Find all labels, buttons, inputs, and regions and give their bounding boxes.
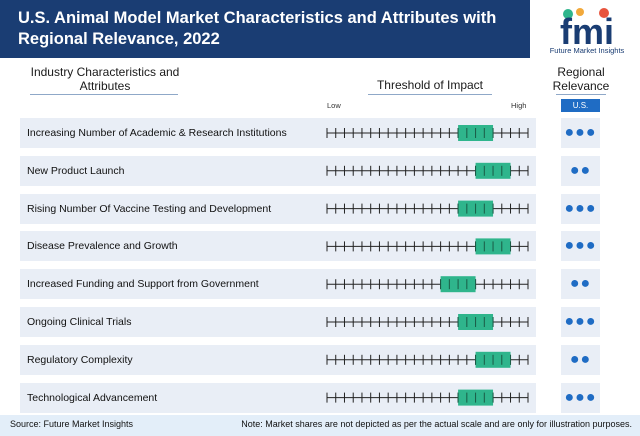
- row-label: Regulatory Complexity: [27, 353, 133, 366]
- chart-title: U.S. Animal Model Market Characteristics…: [18, 9, 497, 48]
- fmi-logo: fmi Future Market Insights: [538, 4, 636, 58]
- threshold-header-underline: [368, 94, 492, 95]
- relevance-cell: [561, 231, 600, 262]
- low-label: Low: [327, 101, 341, 110]
- relevance-cell: [561, 344, 600, 375]
- svg-text:fmi: fmi: [560, 11, 614, 48]
- row-label: Ongoing Clinical Trials: [27, 316, 132, 328]
- relevance-cell: [561, 155, 600, 186]
- row-label: Technological Advancement: [27, 391, 158, 404]
- high-label: High: [511, 101, 527, 110]
- relevance-dots: ●●: [569, 350, 592, 368]
- relevance-dots: ●●●: [564, 388, 597, 406]
- characteristics-header: Industry Characteristics and Attributes: [30, 65, 180, 93]
- header: U.S. Animal Model Market Characteristics…: [0, 0, 640, 60]
- region-badge: U.S.: [561, 99, 600, 112]
- relevance-dots: ●●: [569, 161, 592, 179]
- footer-note: Note: Market shares are not depicted as …: [241, 419, 632, 429]
- footer-source: Source: Future Market Insights: [10, 419, 134, 429]
- title-band: U.S. Animal Model Market Characteristics…: [0, 0, 530, 58]
- relevance-dots: ●●: [569, 275, 592, 293]
- row-label: Rising Number Of Vaccine Testing and Dev…: [27, 202, 272, 215]
- row-label: New Product Launch: [27, 164, 125, 177]
- row-label: Increasing Number of Academic & Research…: [27, 127, 287, 139]
- logo-text: Future Market Insights: [549, 46, 625, 55]
- relevance-dots: ●●●: [564, 237, 597, 255]
- row-label: Increased Funding and Support from Gover…: [27, 278, 259, 291]
- footer: Source: Future Market Insights Note: Mar…: [0, 415, 640, 436]
- threshold-header: Threshold of Impact: [376, 78, 484, 92]
- relevance-header: Regional Relevance: [552, 65, 610, 93]
- relevance-header-underline: [556, 94, 606, 95]
- characteristics-header-underline: [30, 94, 178, 95]
- relevance-dots: ●●●: [564, 199, 597, 217]
- relevance-dots: ●●●: [564, 124, 597, 141]
- relevance-cell: [561, 118, 600, 148]
- relevance-cell: [561, 193, 600, 224]
- relevance-cell: [561, 307, 600, 337]
- row-label: Disease Prevalence and Growth: [27, 240, 178, 253]
- relevance-dots: ●●●: [564, 313, 597, 330]
- fmi-logo-mark: fmi: [560, 8, 614, 52]
- relevance-cell: [561, 269, 600, 300]
- relevance-cell: [561, 382, 600, 413]
